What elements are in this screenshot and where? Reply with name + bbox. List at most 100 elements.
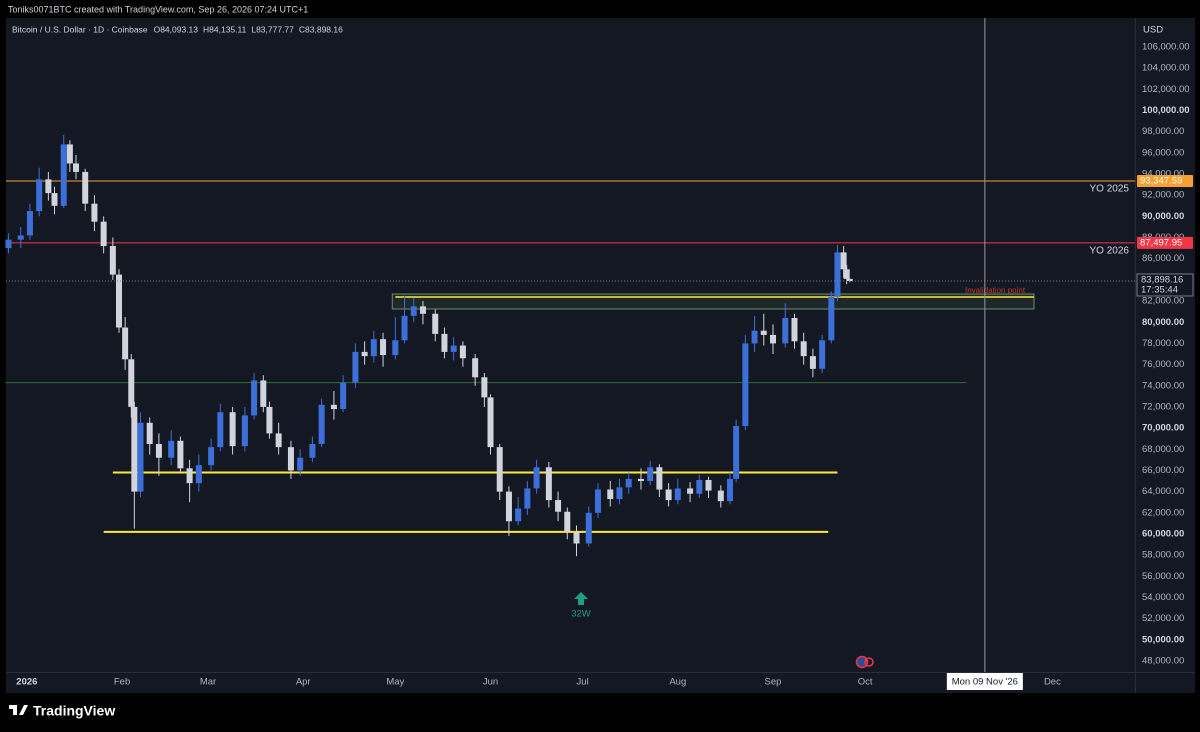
candle-body: [131, 406, 138, 492]
candle-body: [834, 252, 841, 297]
candle-body: [82, 171, 89, 204]
candle-body: [687, 488, 694, 494]
candle-body: [5, 239, 12, 249]
candle-body: [594, 489, 601, 513]
candle-body: [637, 478, 644, 482]
candle-body: [217, 412, 224, 448]
candle-body: [318, 404, 325, 444]
candle-body: [769, 334, 776, 344]
candle-body: [340, 382, 347, 410]
candle-body: [419, 306, 426, 314]
candle-body: [287, 447, 294, 471]
x-tick-label: Jul: [577, 677, 589, 688]
candle-body: [472, 358, 479, 378]
candle-body: [674, 488, 681, 501]
candle-body: [100, 221, 107, 247]
candle-body: [432, 313, 439, 334]
y-tick-label: 72,000.00: [1142, 401, 1184, 412]
level-name: YO 2025: [1090, 184, 1130, 195]
candle-body: [607, 489, 614, 500]
candle-body: [251, 380, 258, 416]
candle-body: [91, 203, 98, 222]
candle-body: [791, 318, 798, 342]
candle-body: [487, 397, 494, 448]
currency: USD: [1143, 25, 1163, 36]
y-tick-label: 96,000.00: [1142, 147, 1184, 158]
y-tick-label: 54,000.00: [1142, 592, 1184, 603]
y-tick-label: 102,000.00: [1142, 84, 1190, 95]
candle-body: [361, 351, 368, 357]
candle-body: [696, 479, 703, 494]
ohlc-label: C83,898.16: [299, 24, 343, 34]
candle-body: [760, 330, 767, 335]
y-tick-label: 60,000.00: [1142, 528, 1184, 539]
candle-body: [229, 412, 236, 447]
level-tag-label: 93,347.59: [1140, 175, 1182, 186]
candle-body: [45, 179, 52, 194]
y-tick-label: 76,000.00: [1142, 359, 1184, 370]
candle-body: [800, 341, 807, 357]
candle-body: [401, 315, 408, 341]
y-tick-label: 82,000.00: [1142, 296, 1184, 307]
x-tick-label: Feb: [114, 677, 130, 688]
y-tick-label: 86,000.00: [1142, 253, 1184, 264]
y-tick-label: 104,000.00: [1142, 63, 1190, 74]
candle-body: [705, 479, 712, 491]
event-icon[interactable]: [864, 657, 874, 667]
candle-body: [66, 144, 73, 164]
candle-body: [26, 211, 33, 236]
countdown: 17:35:44: [1141, 284, 1178, 295]
x-tick-label: Oct: [858, 677, 873, 688]
candle-body: [410, 306, 417, 316]
candle-body: [616, 487, 623, 500]
ohlc-label: O84,093.13: [154, 24, 199, 34]
candle-body: [751, 330, 758, 344]
event-icon[interactable]: [855, 655, 869, 669]
candle-body: [297, 457, 304, 471]
candle-body: [109, 246, 116, 275]
ohlc-label: H84,135.11: [203, 24, 247, 34]
x-tick-label: Apr: [296, 677, 311, 688]
candle-body: [819, 340, 826, 369]
y-tick-label: 58,000.00: [1142, 550, 1184, 561]
y-tick-label: 74,000.00: [1142, 380, 1184, 391]
y-tick-label: 100,000.00: [1142, 105, 1190, 116]
y-tick-label: 62,000.00: [1142, 507, 1184, 518]
y-tick-label: 64,000.00: [1142, 486, 1184, 497]
candle-body: [742, 343, 749, 426]
candle-body: [73, 163, 80, 172]
y-tick-label: 106,000.00: [1142, 42, 1190, 53]
y-tick-label: 68,000.00: [1142, 444, 1184, 455]
credit: Toniks0071BTC created with TradingView.c…: [8, 4, 308, 14]
level-tag: [1137, 174, 1193, 187]
candle-body: [505, 491, 512, 522]
candle-body: [647, 467, 654, 482]
candle-body: [352, 351, 359, 383]
x-tick-label: Sep: [765, 677, 782, 688]
x-tick-label: Aug: [669, 677, 686, 688]
candle-body: [450, 345, 457, 352]
candle-body: [241, 415, 248, 447]
candle-body: [727, 478, 734, 502]
ohlc-label: L83,777.77: [251, 24, 294, 34]
candle-body: [177, 440, 184, 469]
candle-body: [496, 447, 503, 492]
y-tick-label: 98,000.00: [1142, 126, 1184, 137]
level-tag-label: 87,497.95: [1140, 237, 1182, 248]
y-tick-label: 48,000.00: [1142, 656, 1184, 667]
y-tick-label: 80,000.00: [1142, 317, 1184, 328]
candle-body: [840, 252, 847, 270]
x-tick-label: Jun: [483, 677, 498, 688]
y-tick-label: 50,000.00: [1142, 634, 1184, 645]
candle-body: [266, 406, 273, 434]
candle-body: [533, 467, 540, 489]
y-tick-label: 52,000.00: [1142, 613, 1184, 624]
y-tick-label: 56,000.00: [1142, 571, 1184, 582]
candle-body: [330, 404, 337, 410]
candle-body: [846, 278, 853, 281]
crosshair-label: Mon 09 Nov '26: [952, 677, 1018, 688]
candle-body: [122, 327, 129, 360]
level-tag: [1137, 236, 1193, 249]
candle-body: [146, 422, 153, 444]
y-tick-label: 66,000.00: [1142, 465, 1184, 476]
